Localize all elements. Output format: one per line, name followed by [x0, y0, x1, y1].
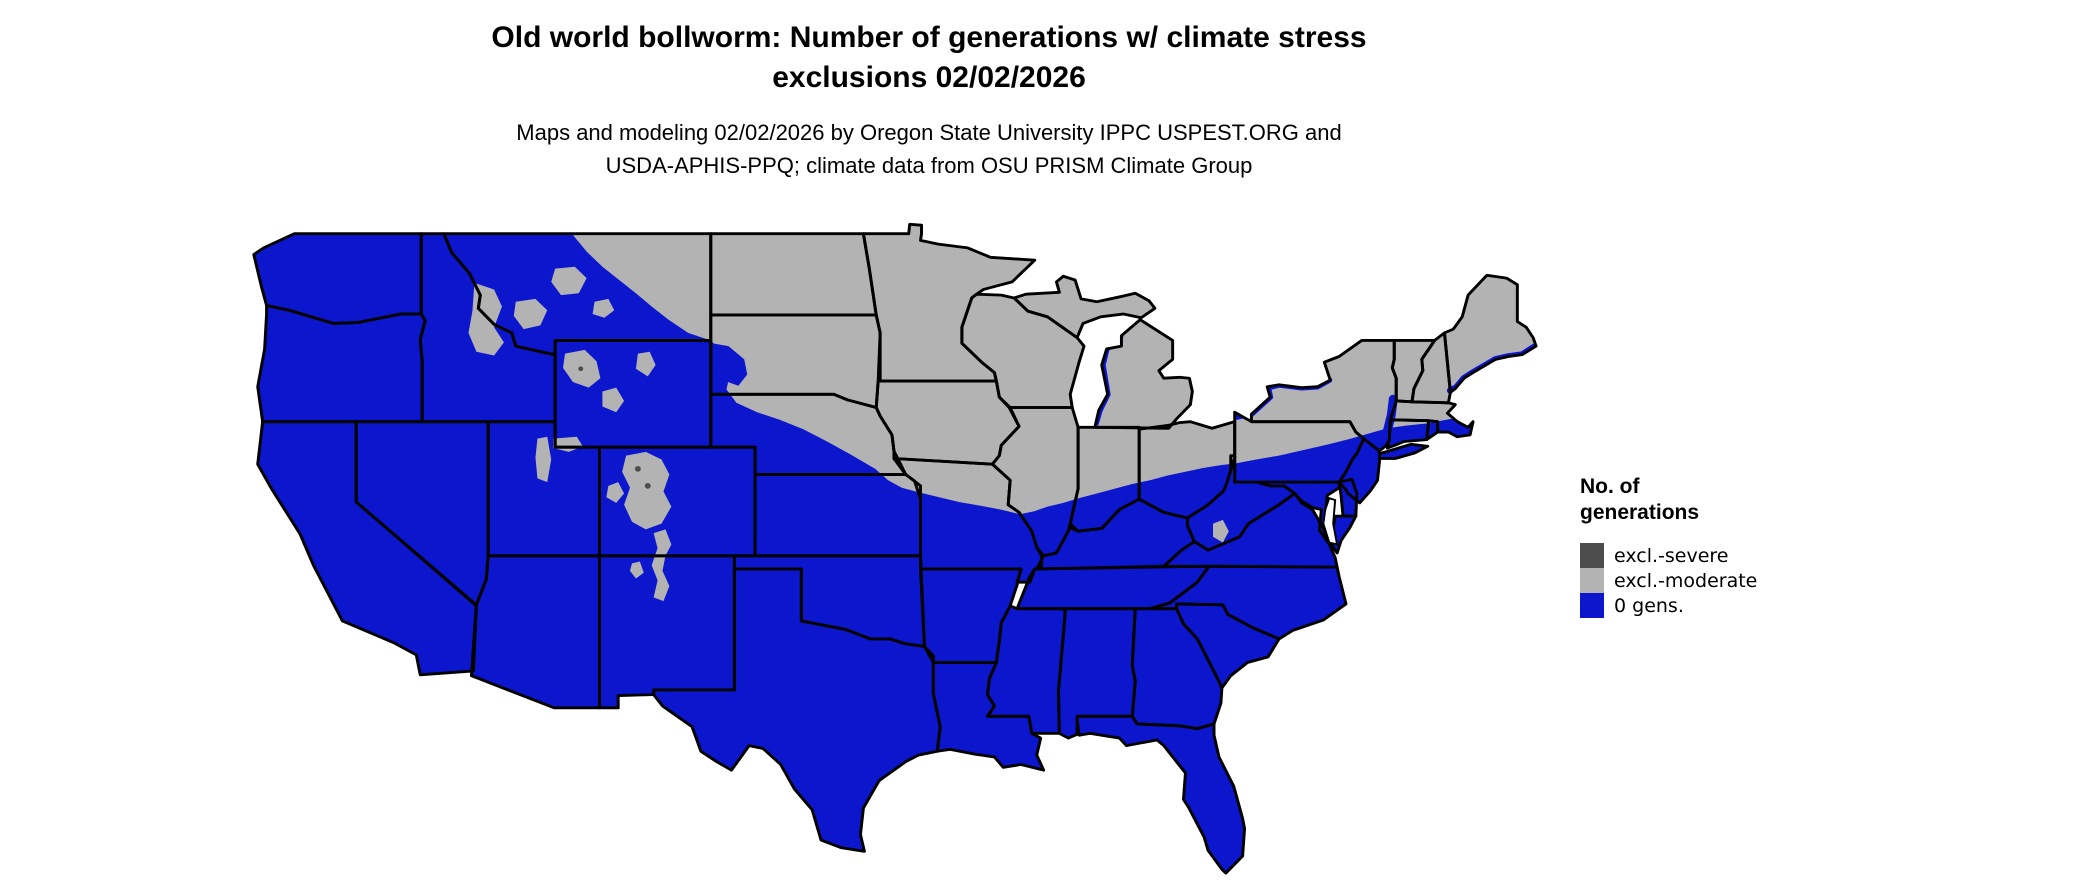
- legend-item-excl-moderate: excl.-moderate: [1580, 568, 1757, 593]
- severe-speck-1: [644, 483, 651, 489]
- colorado-west-patch: [606, 482, 625, 503]
- state-kansas: [755, 474, 921, 556]
- legend-label-zero-gens: 0 gens.: [1614, 594, 1684, 617]
- mountain-exclusion-patches: [468, 266, 1229, 602]
- us-generations-map: [252, 222, 1538, 875]
- legend-title-line1: No. of: [1580, 475, 1640, 498]
- black-hills-pocket: [706, 342, 748, 386]
- state-florida: [1077, 716, 1245, 874]
- west-montana-patch: [551, 266, 587, 296]
- west-virginia-patch: [1213, 519, 1229, 543]
- legend-title-line2: generations: [1580, 501, 1700, 524]
- map-subtitle: Maps and modeling 02/02/2026 by Oregon S…: [0, 116, 1858, 182]
- state-arizona: [471, 555, 600, 708]
- severe-speck-3: [578, 366, 584, 372]
- legend-swatch-excl-moderate: [1580, 568, 1604, 593]
- state-colorado: [599, 447, 756, 556]
- montana-small-patch: [592, 298, 615, 318]
- legend-swatch-zero-gens: [1580, 593, 1604, 618]
- wind-river-patch: [602, 387, 625, 413]
- map-legend: No. of generations excl.-severe excl.-mo…: [1580, 474, 1757, 618]
- legend-label-excl-severe: excl.-severe: [1614, 544, 1729, 567]
- chesapeake-bay: [1322, 496, 1339, 546]
- map-title: Old world bollworm: Number of generation…: [0, 18, 1858, 98]
- legend-item-excl-severe: excl.-severe: [1580, 543, 1757, 568]
- severe-exclusion-specks: [578, 366, 651, 489]
- legend-swatch-excl-severe: [1580, 543, 1604, 568]
- map-title-line2: exclusions 02/02/2026: [772, 61, 1086, 94]
- bitterroot-patch: [513, 298, 548, 330]
- new-mexico-west-patch: [630, 561, 644, 579]
- severe-speck-2: [634, 466, 641, 472]
- warm-pockets: [706, 342, 1364, 483]
- colorado-rockies-patch: [622, 451, 672, 530]
- state-new-mexico: [599, 555, 735, 708]
- bighorn-patch: [635, 351, 656, 377]
- map-subtitle-line2: USDA-APHIS-PPQ; climate data from OSU PR…: [605, 153, 1253, 178]
- legend-item-zero-gens: 0 gens.: [1580, 593, 1757, 618]
- southeast-pennsylvania-pocket: [1317, 438, 1364, 483]
- map-title-line1: Old world bollworm: Number of generation…: [491, 21, 1367, 54]
- idaho-mountains-patch: [468, 282, 504, 356]
- wasatch-patch: [535, 436, 552, 483]
- map-subtitle-line1: Maps and modeling 02/02/2026 by Oregon S…: [516, 120, 1342, 145]
- sangre-de-cristo-patch: [651, 529, 672, 602]
- legend-label-excl-moderate: excl.-moderate: [1614, 569, 1758, 592]
- legend-title: No. of generations: [1580, 474, 1757, 526]
